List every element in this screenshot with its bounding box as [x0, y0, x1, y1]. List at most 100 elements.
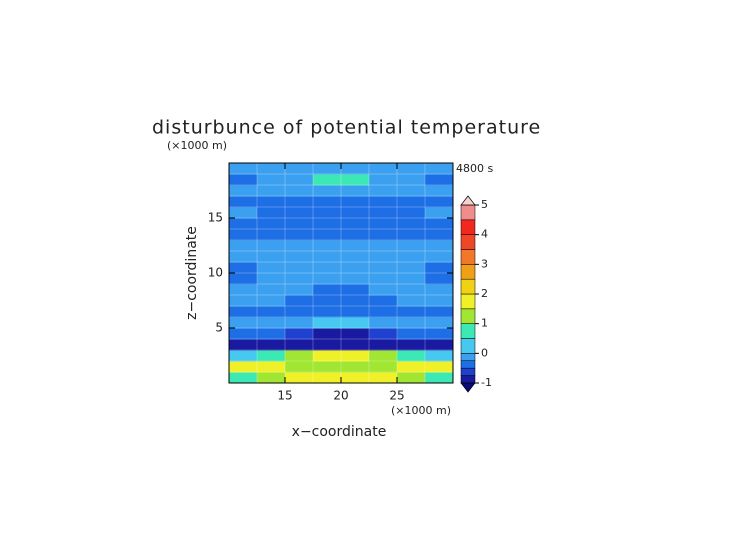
cell: [397, 174, 426, 186]
cell: [425, 229, 454, 241]
cell: [313, 273, 342, 285]
cell: [285, 196, 314, 208]
cell: [341, 229, 370, 241]
cell: [397, 306, 426, 318]
cell: [425, 262, 454, 274]
x-tick-label: 15: [277, 389, 292, 403]
cell: [285, 262, 314, 274]
cell: [425, 196, 454, 208]
cell: [341, 196, 370, 208]
cell: [257, 339, 286, 351]
axes: 15 20 25 5 10 15 -1 0 1 2 3 4 5: [208, 162, 492, 403]
cell: [313, 196, 342, 208]
cell: [313, 251, 342, 263]
cell: [425, 251, 454, 263]
cell: [285, 229, 314, 241]
cell: [425, 328, 454, 340]
cell: [313, 306, 342, 318]
cell: [229, 372, 258, 384]
field: [229, 163, 454, 384]
cell: [257, 284, 286, 296]
cell: [257, 262, 286, 274]
cell: [313, 207, 342, 219]
cell: [257, 185, 286, 197]
cell: [341, 163, 370, 175]
x-axis-label: x−coordinate: [292, 424, 387, 440]
cell: [397, 251, 426, 263]
colorbar-tick-label: 4: [481, 228, 488, 241]
cell: [369, 174, 398, 186]
cell: [397, 350, 426, 362]
cell: [341, 284, 370, 296]
cell: [397, 328, 426, 340]
cell: [425, 317, 454, 329]
cell: [341, 328, 370, 340]
cell: [285, 295, 314, 307]
cell: [229, 196, 258, 208]
cell: [369, 251, 398, 263]
cell: [257, 207, 286, 219]
cell: [229, 163, 258, 175]
cell: [369, 207, 398, 219]
cell: [313, 339, 342, 351]
cell: [341, 295, 370, 307]
cell: [369, 273, 398, 285]
colorbar-tick-label: 0: [481, 346, 488, 359]
colorbar-tick-label: -1: [481, 376, 492, 389]
cell: [229, 361, 258, 373]
cell: [229, 339, 258, 351]
colorbar-segment: [460, 234, 476, 250]
cell: [369, 218, 398, 230]
cell: [313, 317, 342, 329]
cell: [341, 317, 370, 329]
cell: [341, 361, 370, 373]
cell: [257, 372, 286, 384]
colorbar-segment: [460, 308, 476, 324]
cell: [285, 174, 314, 186]
cell: [369, 284, 398, 296]
colorbar-segment: [460, 367, 476, 376]
cell: [229, 262, 258, 274]
cell: [425, 372, 454, 384]
cell: [229, 185, 258, 197]
cell: [229, 240, 258, 252]
colorbar-segment: [460, 278, 476, 295]
cell: [285, 361, 314, 373]
cell: [369, 328, 398, 340]
cell: [341, 218, 370, 230]
colorbar-segment: [460, 360, 476, 369]
cell: [425, 207, 454, 219]
colorbar-tick-label: 5: [481, 198, 488, 211]
cell: [341, 372, 370, 384]
colorbar-tick-label: 1: [481, 317, 488, 330]
cell: [369, 317, 398, 329]
cell: [313, 295, 342, 307]
cell: [313, 284, 342, 296]
cell: [369, 196, 398, 208]
cell: [313, 328, 342, 340]
cell: [425, 163, 454, 175]
cell: [397, 218, 426, 230]
cell: [369, 240, 398, 252]
cell: [285, 207, 314, 219]
colorbar-segment: [460, 323, 476, 339]
cell: [313, 174, 342, 186]
cell: [285, 339, 314, 351]
colorbar-segment: [460, 204, 476, 221]
cell: [257, 196, 286, 208]
cell: [285, 185, 314, 197]
cell: [369, 350, 398, 362]
cell: [369, 185, 398, 197]
y-unit-label: (×1000 m): [167, 139, 227, 152]
cell: [425, 284, 454, 296]
cell: [229, 328, 258, 340]
cell: [313, 163, 342, 175]
cell: [397, 240, 426, 252]
cell: [257, 229, 286, 241]
x-tick-label: 25: [389, 389, 404, 403]
cell: [285, 306, 314, 318]
cell: [229, 218, 258, 230]
colorbar-under: [460, 382, 476, 393]
cell: [285, 218, 314, 230]
cell: [369, 163, 398, 175]
